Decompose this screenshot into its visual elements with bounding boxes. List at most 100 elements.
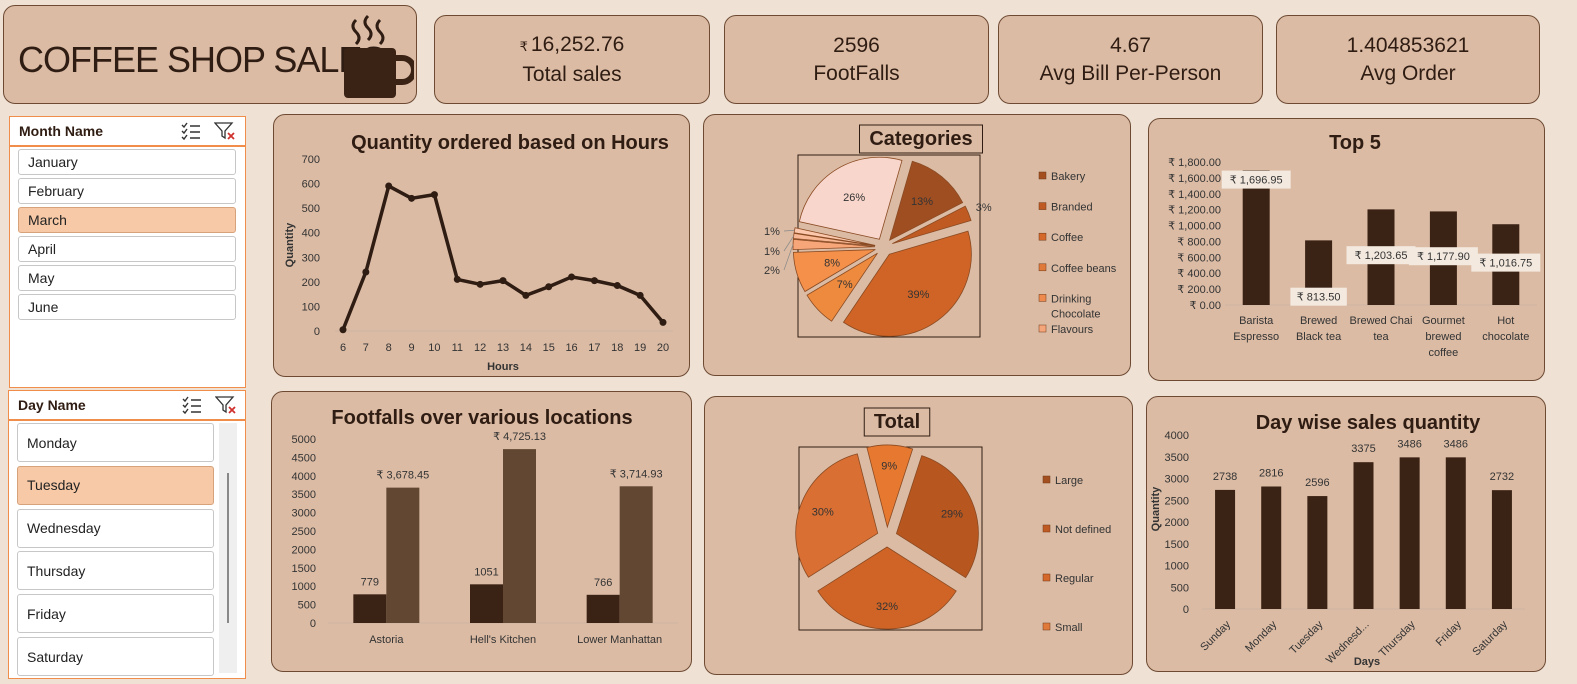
- x-tick-label: tea: [1373, 331, 1389, 343]
- slice-label: 39%: [907, 289, 929, 301]
- multi-select-icon[interactable]: [181, 395, 203, 415]
- x-tick-label: Black tea: [1296, 331, 1342, 343]
- day-slicer-item-friday[interactable]: Friday: [17, 594, 214, 634]
- data-label-box: [1408, 247, 1478, 266]
- legend-swatch: [1038, 324, 1047, 333]
- day-slicer-item-wednesday[interactable]: Wednesday: [17, 508, 214, 548]
- legend-label: Bakery: [1051, 171, 1086, 183]
- data-point: [545, 283, 553, 291]
- y-axis-title: Quantity: [1150, 486, 1162, 531]
- legend-swatch: [1038, 202, 1047, 210]
- month-slicer-item-march[interactable]: March: [18, 207, 236, 233]
- month-slicer: Month Name January February March April May J…: [9, 116, 246, 388]
- month-slicer-item-january[interactable]: January: [18, 149, 236, 175]
- day-slicer: Day Name Monday Tuesday Wednesday Thursday F…: [8, 390, 246, 679]
- legend-label: Not defined: [1055, 524, 1111, 536]
- y-tick-label: 500: [302, 203, 320, 215]
- x-tick-label: 7: [363, 342, 369, 354]
- kpi-avg-order: 1.404853621 Avg Order: [1276, 15, 1540, 104]
- day-slicer-item-saturday[interactable]: Saturday: [17, 637, 214, 676]
- month-slicer-item-may[interactable]: May: [18, 265, 236, 291]
- x-axis-title: Hours: [487, 361, 519, 373]
- data-point: [613, 282, 621, 290]
- kpi-total-sales: ₹16,252.76 Total sales: [434, 15, 710, 104]
- data-label: 1051: [474, 566, 498, 578]
- slice-label: 13%: [911, 196, 933, 208]
- data-point: [499, 277, 507, 285]
- x-tick-label: Monday: [1243, 618, 1280, 655]
- y-tick-label: 1500: [1165, 539, 1189, 551]
- y-tick-label: 0: [1183, 604, 1189, 616]
- locations-bar-chart: Footfalls over various locations 0 500 1000…: [292, 407, 678, 646]
- y-tick-label: ₹ 1,800.00: [1168, 157, 1221, 169]
- pie-slice: [892, 205, 972, 245]
- bar: [586, 594, 620, 623]
- kpi-footfalls: 2596 FootFalls: [724, 15, 989, 104]
- data-label: 2732: [1490, 471, 1514, 483]
- y-tick-label: 200: [302, 277, 320, 289]
- x-tick-label: Brewed: [1300, 315, 1337, 327]
- y-tick-label: 700: [302, 154, 320, 166]
- y-tick-label: 1500: [292, 563, 316, 575]
- bar: [1491, 490, 1512, 609]
- slicer-header: Day Name: [9, 391, 245, 421]
- data-label: 3486: [1444, 438, 1468, 450]
- x-tick-label: 10: [428, 342, 440, 354]
- x-tick-label: Brewed Chai: [1350, 315, 1413, 327]
- y-tick-label: 3500: [1165, 452, 1189, 464]
- y-tick-label: ₹ 1,200.00: [1168, 205, 1221, 217]
- pie-slice: [792, 238, 876, 251]
- dashboard-title: COFFEE SHOP SALES: [18, 39, 385, 80]
- kpi-value: 2596: [833, 33, 880, 57]
- clear-filter-icon[interactable]: [215, 395, 237, 415]
- slicer-scrollbar[interactable]: [219, 423, 237, 673]
- header-card: COFFEE SHOP SALES: [3, 5, 417, 104]
- coffee-mug-icon: [344, 14, 414, 98]
- kpi-label: Avg Bill Per-Person: [1039, 61, 1222, 85]
- data-label: ₹ 1,696.95: [1230, 175, 1283, 187]
- data-point: [385, 182, 393, 190]
- bar: [1307, 496, 1328, 609]
- pie-slice: [792, 232, 876, 247]
- multi-select-icon[interactable]: [180, 121, 202, 141]
- daywise-chart-card: Day wise sales quantity 0 500 1000 1500 2000 2…: [1146, 396, 1546, 672]
- day-slicer-item-tuesday[interactable]: Tuesday: [17, 465, 214, 505]
- pie-slice: [895, 455, 979, 579]
- x-tick-label: Saturday: [1470, 618, 1510, 658]
- slice-label: 32%: [876, 601, 898, 613]
- legend-label: Coffee beans: [1051, 263, 1117, 275]
- kpi-value: 16,252.76: [530, 32, 625, 56]
- pie-slice: [798, 156, 903, 240]
- legend-swatch: [1042, 573, 1051, 582]
- x-tick-label: Gourmet: [1422, 315, 1465, 327]
- data-label: ₹ 1,016.75: [1479, 258, 1532, 270]
- chart-title-frame: [863, 407, 931, 437]
- chart-title: Footfalls over various locations: [331, 407, 632, 429]
- y-tick-label: 4500: [292, 452, 316, 464]
- x-tick-label: 19: [634, 342, 646, 354]
- data-point: [362, 268, 370, 276]
- data-point: [408, 194, 416, 202]
- locations-chart-card: Footfalls over various locations 0 500 1000…: [271, 391, 692, 672]
- month-slicer-item-april[interactable]: April: [18, 236, 236, 262]
- day-slicer-item-thursday[interactable]: Thursday: [17, 551, 214, 591]
- legend-label: Branded: [1051, 202, 1093, 214]
- legend-label: Coffee: [1051, 232, 1083, 244]
- month-slicer-item-february[interactable]: February: [18, 178, 236, 204]
- data-point: [590, 277, 598, 285]
- x-tick-label: 20: [657, 342, 669, 354]
- bar: [1399, 457, 1420, 609]
- legend-label: Small: [1055, 622, 1083, 634]
- x-tick-label: Tuesday: [1287, 618, 1325, 656]
- y-tick-label: ₹ 1,000.00: [1168, 221, 1221, 233]
- day-slicer-item-monday[interactable]: Monday: [17, 423, 214, 462]
- y-tick-label: 5000: [292, 434, 316, 446]
- slice-label: 9%: [881, 461, 897, 473]
- scrollbar-thumb[interactable]: [227, 473, 229, 623]
- kpi-label: Avg Order: [1360, 61, 1456, 85]
- data-label: ₹ 4,725.13: [493, 431, 546, 443]
- pie-slice: [842, 230, 972, 337]
- month-slicer-item-june[interactable]: June: [18, 294, 236, 320]
- legend-swatch: [1038, 171, 1047, 180]
- clear-filter-icon[interactable]: [214, 121, 236, 141]
